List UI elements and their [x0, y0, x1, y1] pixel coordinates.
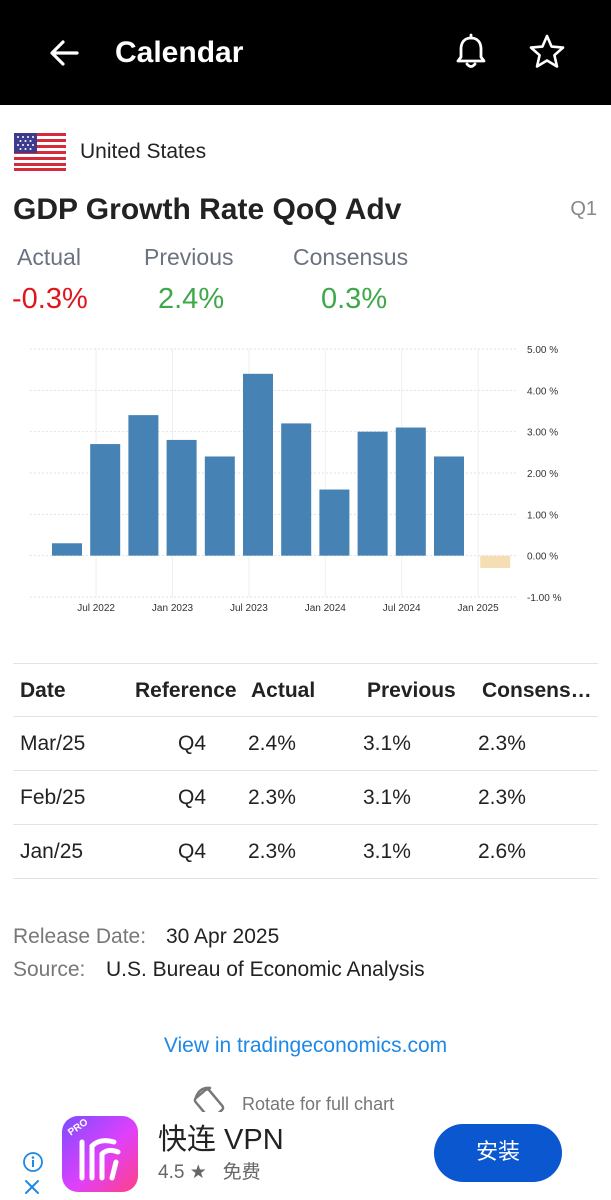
favorite-star-icon[interactable]	[527, 32, 567, 72]
y-tick-label: 0.00 %	[527, 552, 558, 563]
consensus-value: 0.3%	[321, 283, 388, 315]
us-flag-icon	[14, 133, 66, 171]
chart-bar	[395, 427, 426, 556]
top-app-bar: Calendar	[0, 0, 611, 105]
y-tick-label: 1.00 %	[527, 510, 558, 521]
install-button[interactable]: 安装	[434, 1124, 562, 1182]
cell-reference: Q4	[178, 840, 207, 863]
rotate-icon	[193, 1086, 225, 1115]
cell-previous: 3.1%	[363, 786, 411, 809]
cell-date: Mar/25	[20, 732, 86, 755]
x-tick-label: Jan 2024	[305, 603, 347, 614]
actual-value: -0.3%	[12, 283, 88, 315]
chart-bar	[480, 555, 511, 569]
x-tick-label: Jul 2024	[383, 603, 421, 614]
y-tick-label: -1.00 %	[527, 593, 562, 604]
y-tick-label: 3.00 %	[527, 428, 558, 439]
page-title: Calendar	[115, 36, 244, 69]
cell-previous: 3.1%	[363, 732, 411, 755]
y-tick-label: 5.00 %	[527, 345, 558, 356]
vpn-app-icon[interactable]: PRO	[62, 1116, 138, 1192]
price-label: 免费	[222, 1162, 261, 1183]
chart-bar	[204, 456, 235, 556]
ad-app-name[interactable]: 快连 VPN	[158, 1124, 284, 1156]
source-label: Source:	[13, 958, 86, 981]
chart-bar	[357, 431, 388, 556]
release-date-value: 30 Apr 2025	[166, 925, 280, 948]
previous-value: 2.4%	[158, 283, 225, 315]
rating-value: 4.5 ★	[158, 1162, 207, 1183]
cell-actual: 2.3%	[248, 786, 296, 809]
y-tick-label: 4.00 %	[527, 386, 558, 397]
cell-reference: Q4	[178, 786, 207, 809]
x-tick-label: Jul 2023	[230, 603, 268, 614]
x-tick-label: Jan 2025	[458, 603, 500, 614]
chart-bar	[52, 543, 82, 556]
back-arrow-icon[interactable]	[44, 34, 84, 72]
chart-bar	[281, 423, 312, 556]
cell-previous: 3.1%	[363, 840, 411, 863]
header-consensus: Consens…	[482, 679, 592, 702]
release-date-label: Release Date:	[13, 925, 147, 948]
x-tick-label: Jul 2022	[77, 603, 115, 614]
chart-bar	[243, 373, 273, 556]
indicator-title: GDP Growth Rate QoQ Adv	[13, 193, 402, 226]
country-name: United States	[80, 140, 207, 163]
cell-consensus: 2.3%	[478, 732, 526, 755]
table-row: Mar/25 Q4 2.4% 3.1% 2.3%	[13, 717, 598, 771]
header-reference: Reference	[135, 679, 237, 702]
actual-label: Actual	[17, 244, 81, 270]
rotate-hint: Rotate for full chart	[242, 1094, 395, 1114]
header-date: Date	[20, 679, 66, 702]
cell-consensus: 2.6%	[478, 840, 526, 863]
chart-bar	[319, 489, 350, 556]
pro-badge: PRO	[66, 1117, 90, 1139]
table-row: Feb/25 Q4 2.3% 3.1% 2.3%	[13, 771, 598, 825]
bell-icon[interactable]	[451, 32, 491, 72]
cell-consensus: 2.3%	[478, 786, 526, 809]
consensus-label: Consensus	[293, 244, 409, 270]
tradingeconomics-link[interactable]: View in tradingeconomics.com	[163, 1034, 448, 1057]
cell-reference: Q4	[178, 732, 207, 755]
cell-actual: 2.4%	[248, 732, 296, 755]
table-row: Jan/25 Q4 2.3% 3.1% 2.6%	[13, 825, 598, 879]
ad-info-icon[interactable]	[22, 1151, 44, 1173]
y-tick-label: 2.00 %	[527, 469, 558, 480]
ad-app-rating: 4.5 ★ 免费	[158, 1160, 261, 1186]
header-actual: Actual	[251, 679, 316, 702]
table-header-row: Date Reference Actual Previous Consens…	[13, 663, 598, 717]
cell-actual: 2.3%	[248, 840, 296, 863]
history-table: Date Reference Actual Previous Consens… …	[13, 663, 598, 879]
vpn-logo-icon: PRO	[66, 1117, 121, 1181]
header-previous: Previous	[367, 679, 456, 702]
cell-date: Jan/25	[20, 840, 84, 863]
x-tick-label: Jan 2023	[152, 603, 194, 614]
indicator-period: Q1	[570, 198, 597, 220]
chart-bar	[90, 444, 121, 556]
chart-bar	[166, 439, 197, 556]
ad-close-icon[interactable]	[23, 1178, 41, 1196]
cell-date: Feb/25	[20, 786, 86, 809]
previous-label: Previous	[144, 244, 234, 270]
gdp-bar-chart[interactable]: 5.00 % 4.00 % 3.00 % 2.00 % 1.00 % 0.00 % -1.0…	[0, 335, 611, 625]
source-value: U.S. Bureau of Economic Analysis	[106, 958, 425, 981]
chart-bar	[128, 415, 159, 556]
chart-bar	[434, 456, 464, 556]
